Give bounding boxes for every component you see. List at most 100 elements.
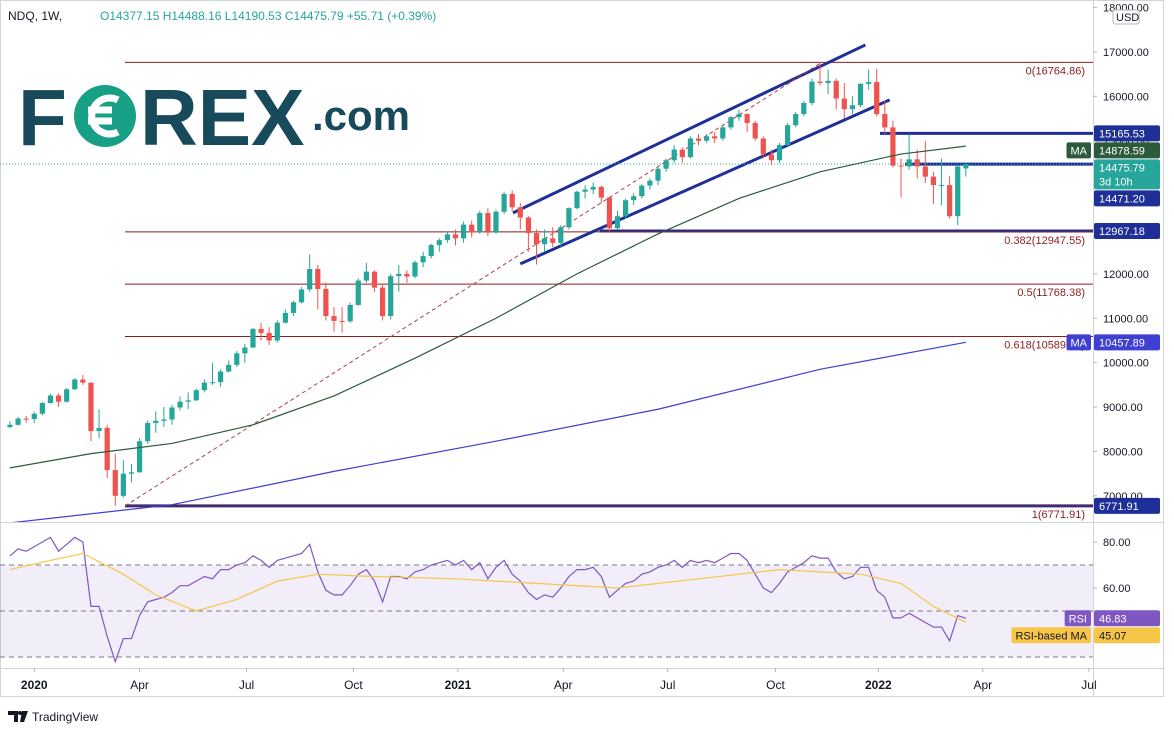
candle-body xyxy=(566,208,572,228)
candle-body xyxy=(590,186,596,190)
candle-body xyxy=(817,81,823,84)
candle-body xyxy=(355,280,361,305)
axis-tag-name-box xyxy=(1066,334,1091,351)
candle-body xyxy=(339,320,345,322)
candle-body xyxy=(7,424,13,428)
candle-body xyxy=(477,213,483,233)
candle-body xyxy=(598,186,604,198)
candle-body xyxy=(234,353,240,365)
candle-body xyxy=(679,149,685,158)
candle-body xyxy=(712,136,718,139)
candle-body xyxy=(128,472,135,474)
candle-body xyxy=(404,273,410,277)
candle-body xyxy=(890,127,896,166)
candle-body xyxy=(460,224,467,239)
candle-body xyxy=(23,418,29,420)
candle-body xyxy=(874,82,880,115)
candle-body xyxy=(687,138,694,158)
candle-body xyxy=(558,227,564,243)
candle-body xyxy=(31,413,37,420)
fib-label: 1(6771.91) xyxy=(1032,509,1085,521)
axis-tag-name-box xyxy=(1064,610,1091,627)
y-tick-label: 11000.00 xyxy=(1103,313,1148,325)
candle-body xyxy=(501,193,507,212)
candle-body xyxy=(307,268,313,290)
y-tick-label: 8000.00 xyxy=(1103,446,1143,458)
candle-body xyxy=(444,234,450,241)
candle-body xyxy=(428,245,434,257)
axis-tag-label: 15165.53 xyxy=(1099,128,1145,140)
axis-tag xyxy=(1094,142,1160,159)
candle-body xyxy=(39,403,45,414)
candle-body xyxy=(606,197,613,229)
fib-label: 0.5(11768.38) xyxy=(1017,287,1085,299)
candle-body xyxy=(882,114,888,128)
candle-body xyxy=(825,80,831,84)
candle-body xyxy=(857,83,864,106)
candle-body xyxy=(363,271,369,281)
candle-body xyxy=(72,379,78,390)
candle-body xyxy=(623,200,629,217)
candle-body xyxy=(582,189,588,192)
indicator-line xyxy=(12,341,966,522)
axis-tag xyxy=(1094,627,1160,644)
candle-body xyxy=(136,441,143,473)
candle-body xyxy=(274,322,280,341)
candle-body xyxy=(963,163,969,169)
logo-o xyxy=(74,85,136,147)
trend-line xyxy=(512,43,867,215)
candle-body xyxy=(15,418,21,425)
indicator-line xyxy=(9,552,967,623)
candle-body xyxy=(396,273,402,277)
axis-tag-name-box xyxy=(1011,627,1091,644)
candle-body xyxy=(849,105,856,110)
tradingview-icon xyxy=(8,711,28,722)
candle-body xyxy=(209,382,216,384)
candle-body xyxy=(88,382,94,432)
candle-body xyxy=(226,364,232,372)
candle-body xyxy=(639,185,645,197)
y-tick-label: 17000.00 xyxy=(1103,47,1149,59)
candle-body xyxy=(452,234,459,239)
candle-body xyxy=(955,166,961,217)
candle-body xyxy=(323,288,329,317)
candle-body xyxy=(347,304,353,322)
rsi-pane xyxy=(0,536,1093,664)
candle-body xyxy=(533,233,540,245)
candle-body xyxy=(112,470,118,496)
axis-tag xyxy=(1094,125,1160,142)
overlay: 7000.008000.009000.0010000.0011000.00120… xyxy=(21,3,1160,692)
currency-box xyxy=(1112,9,1140,25)
candle-body xyxy=(250,328,256,348)
candle-body xyxy=(517,207,523,218)
x-tick-label: Jul xyxy=(1081,678,1096,692)
chart-frame xyxy=(0,0,1164,697)
candle-body xyxy=(728,117,734,128)
candle-body xyxy=(120,473,126,496)
x-tick-label: 2022 xyxy=(865,678,892,692)
footer-brand[interactable]: TradingView xyxy=(32,710,98,724)
candle-body xyxy=(436,240,442,246)
axis-tag-label: 12967.18 xyxy=(1099,226,1145,238)
currency-label: USD xyxy=(1116,12,1139,24)
trend-line xyxy=(519,98,891,266)
candle-body xyxy=(185,400,191,402)
candle-body xyxy=(298,289,305,303)
x-tick-label: 2020 xyxy=(21,678,48,692)
logo: F REX .com xyxy=(18,73,410,162)
candle-body xyxy=(793,114,799,126)
candle-body xyxy=(671,149,677,161)
axis-tag-label: 46.83 xyxy=(1099,613,1127,625)
axis-tag-name: RSI-based MA xyxy=(1015,630,1087,642)
candle-body xyxy=(631,196,637,201)
candle-body xyxy=(720,127,726,139)
footer[interactable]: TradingView xyxy=(8,710,98,724)
indicator-line xyxy=(9,536,967,664)
candle-body xyxy=(177,401,183,408)
candle-body xyxy=(55,395,62,402)
candle-body xyxy=(509,193,515,208)
candle-body xyxy=(193,390,199,401)
x-tick-label: Apr xyxy=(973,678,992,692)
axis-tag-label: 45.07 xyxy=(1099,630,1127,642)
